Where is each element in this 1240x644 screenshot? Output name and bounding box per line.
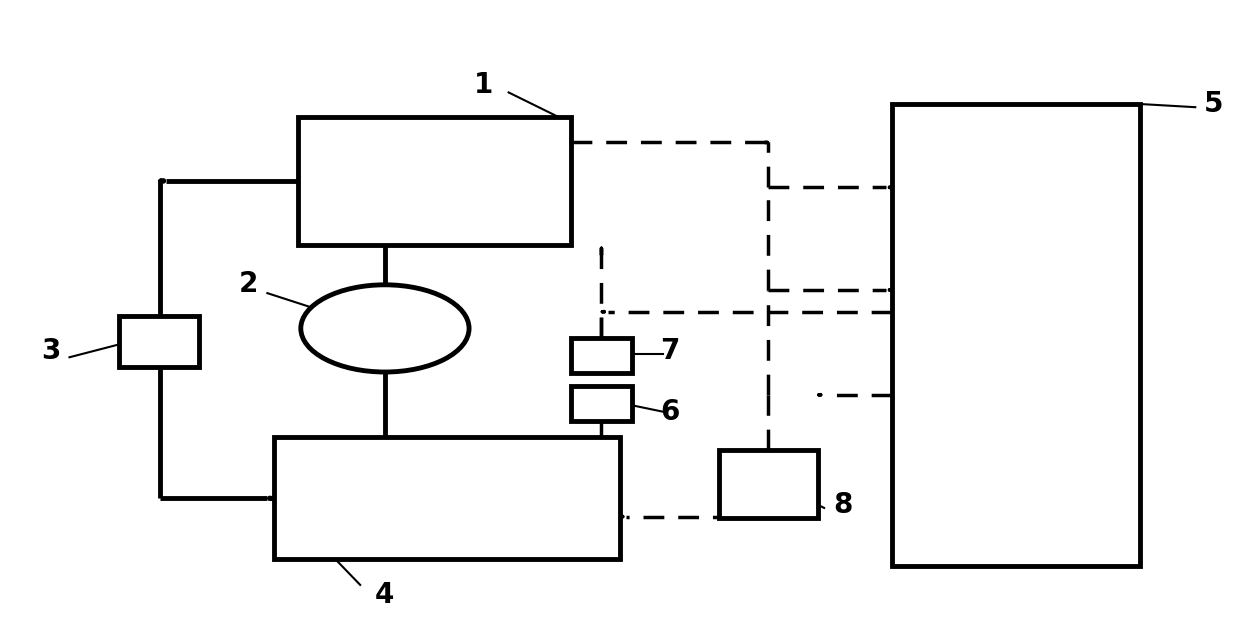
Bar — [119, 316, 200, 367]
Bar — [570, 386, 632, 421]
Text: 8: 8 — [833, 491, 852, 519]
Text: 3: 3 — [41, 337, 61, 365]
Bar — [719, 450, 818, 518]
Bar — [299, 117, 570, 245]
Text: 4: 4 — [376, 580, 394, 609]
Text: 1: 1 — [474, 71, 494, 99]
Circle shape — [301, 285, 469, 372]
Bar — [570, 338, 632, 374]
Bar — [274, 437, 620, 559]
Text: 6: 6 — [660, 398, 680, 426]
Text: 7: 7 — [660, 337, 680, 365]
Bar — [893, 104, 1140, 565]
Text: 2: 2 — [239, 270, 258, 298]
Text: 5: 5 — [1204, 90, 1224, 118]
